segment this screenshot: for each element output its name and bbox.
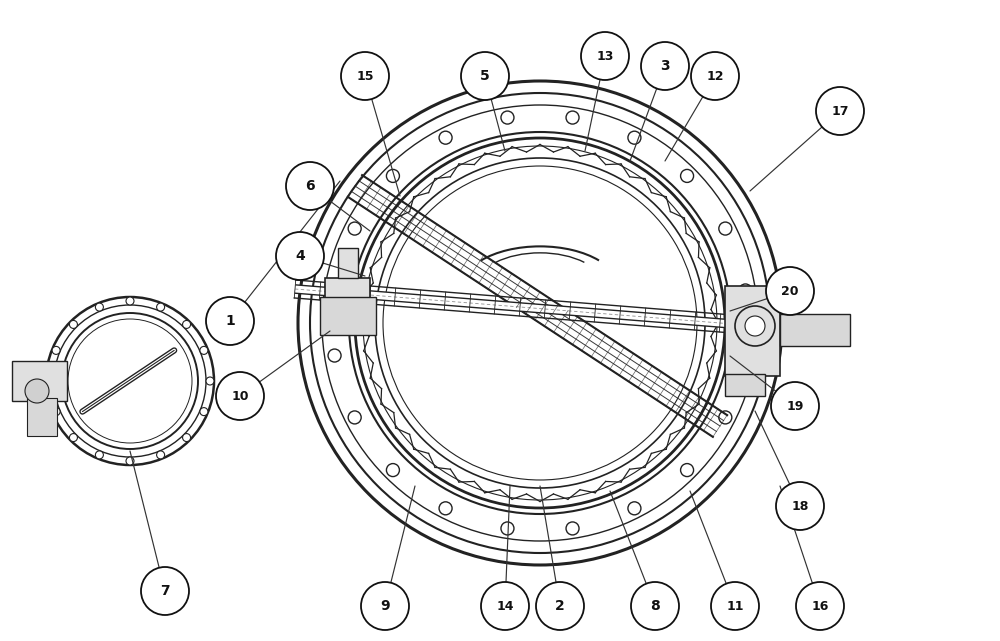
Text: 5: 5 xyxy=(480,69,490,83)
FancyBboxPatch shape xyxy=(725,374,765,396)
Circle shape xyxy=(157,303,165,311)
FancyBboxPatch shape xyxy=(725,286,780,376)
Circle shape xyxy=(206,377,214,385)
Circle shape xyxy=(776,482,824,530)
Circle shape xyxy=(628,131,641,144)
Circle shape xyxy=(52,408,60,415)
FancyBboxPatch shape xyxy=(320,297,376,335)
Text: 1: 1 xyxy=(225,314,235,328)
Circle shape xyxy=(581,32,629,80)
Circle shape xyxy=(52,346,60,354)
Circle shape xyxy=(439,502,452,515)
Text: 4: 4 xyxy=(295,249,305,263)
Circle shape xyxy=(95,451,103,459)
FancyBboxPatch shape xyxy=(338,248,358,278)
Circle shape xyxy=(141,567,189,615)
Circle shape xyxy=(183,320,191,328)
Circle shape xyxy=(628,502,641,515)
Circle shape xyxy=(719,222,732,235)
FancyBboxPatch shape xyxy=(27,398,57,436)
Circle shape xyxy=(816,87,864,135)
Text: 18: 18 xyxy=(791,499,809,513)
Circle shape xyxy=(69,433,77,442)
Circle shape xyxy=(276,232,324,280)
Circle shape xyxy=(566,111,579,124)
FancyBboxPatch shape xyxy=(780,314,850,346)
Text: 15: 15 xyxy=(356,69,374,83)
Circle shape xyxy=(386,463,399,476)
Circle shape xyxy=(69,320,77,328)
Circle shape xyxy=(739,349,752,362)
Circle shape xyxy=(126,457,134,465)
Circle shape xyxy=(348,222,361,235)
Circle shape xyxy=(745,316,765,336)
Text: 6: 6 xyxy=(305,179,315,193)
Text: 3: 3 xyxy=(660,59,670,73)
Circle shape xyxy=(461,52,509,100)
Circle shape xyxy=(681,463,694,476)
Circle shape xyxy=(25,379,49,403)
Text: 16: 16 xyxy=(811,599,829,613)
FancyBboxPatch shape xyxy=(325,278,370,300)
Circle shape xyxy=(771,382,819,430)
Circle shape xyxy=(796,582,844,630)
Text: 12: 12 xyxy=(706,69,724,83)
Circle shape xyxy=(206,297,254,345)
Text: 11: 11 xyxy=(726,599,744,613)
Circle shape xyxy=(328,284,341,297)
Circle shape xyxy=(439,131,452,144)
Circle shape xyxy=(95,303,103,311)
Text: 14: 14 xyxy=(496,599,514,613)
Circle shape xyxy=(341,52,389,100)
Circle shape xyxy=(361,582,409,630)
Circle shape xyxy=(631,582,679,630)
Circle shape xyxy=(328,349,341,362)
Circle shape xyxy=(501,522,514,535)
Circle shape xyxy=(735,306,775,346)
Circle shape xyxy=(200,346,208,354)
Circle shape xyxy=(739,284,752,297)
Circle shape xyxy=(183,433,191,442)
Circle shape xyxy=(286,162,334,210)
Text: 8: 8 xyxy=(650,599,660,613)
Circle shape xyxy=(157,451,165,459)
Text: 2: 2 xyxy=(555,599,565,613)
Text: 17: 17 xyxy=(831,104,849,117)
Text: 10: 10 xyxy=(231,390,249,403)
FancyBboxPatch shape xyxy=(12,361,67,401)
Circle shape xyxy=(719,411,732,424)
Text: 7: 7 xyxy=(160,584,170,598)
Circle shape xyxy=(766,267,814,315)
Circle shape xyxy=(386,169,399,183)
Circle shape xyxy=(348,411,361,424)
Circle shape xyxy=(216,372,264,420)
Text: 13: 13 xyxy=(596,49,614,63)
Text: 19: 19 xyxy=(786,399,804,413)
Circle shape xyxy=(536,582,584,630)
Circle shape xyxy=(566,522,579,535)
Circle shape xyxy=(691,52,739,100)
Circle shape xyxy=(126,297,134,305)
Circle shape xyxy=(641,42,689,90)
Text: 20: 20 xyxy=(781,285,799,297)
Circle shape xyxy=(501,111,514,124)
Circle shape xyxy=(200,408,208,415)
Circle shape xyxy=(46,377,54,385)
Circle shape xyxy=(481,582,529,630)
Circle shape xyxy=(681,169,694,183)
Text: 9: 9 xyxy=(380,599,390,613)
Circle shape xyxy=(711,582,759,630)
